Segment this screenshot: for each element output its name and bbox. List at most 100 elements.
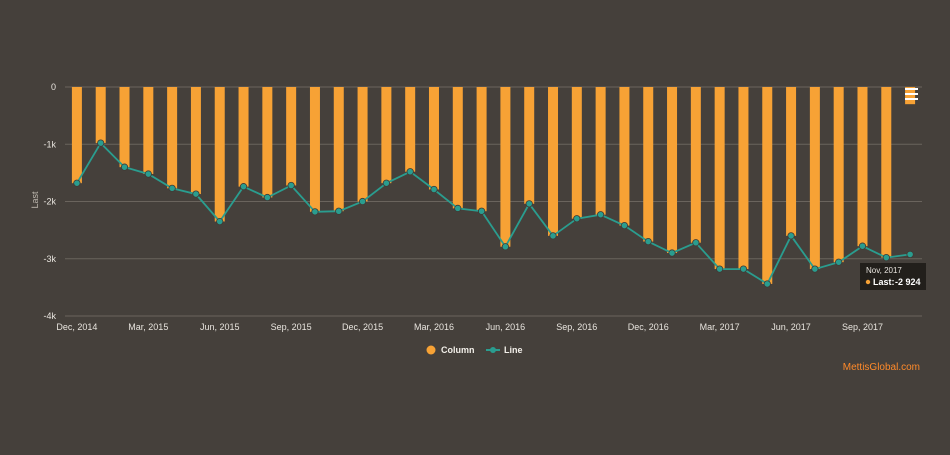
line-point-15[interactable]	[430, 185, 438, 194]
column-bar-0[interactable]	[71, 87, 82, 184]
column-bar-2[interactable]	[119, 87, 130, 168]
column-bar-25[interactable]	[667, 87, 678, 254]
tooltip-title: Nov, 2017	[866, 266, 902, 275]
column-bar-22[interactable]	[595, 87, 606, 215]
line-point-30[interactable]	[787, 232, 795, 240]
column-bar-35[interactable]	[905, 87, 916, 105]
line-point-16[interactable]	[454, 204, 462, 212]
line-point-4[interactable]	[168, 184, 176, 192]
line-point-33[interactable]	[858, 242, 867, 250]
tooltip-label: Last:	[873, 277, 895, 287]
credit-link[interactable]: MettisGlobal.com	[843, 362, 920, 373]
line-point-35[interactable]	[906, 250, 914, 258]
line-point-19[interactable]	[525, 200, 533, 208]
line-point-25[interactable]	[668, 249, 676, 257]
line-path	[76, 141, 911, 286]
column-bar-28[interactable]	[738, 87, 749, 270]
column-bar-12[interactable]	[357, 87, 368, 202]
x-tick-label-0: Dec, 2014	[56, 322, 97, 332]
column-bar-7[interactable]	[238, 87, 249, 187]
column-bar-3[interactable]	[143, 87, 154, 175]
x-tick-label-2: Jun, 2015	[200, 322, 240, 332]
column-bar-27[interactable]	[714, 87, 725, 270]
column-bar-32[interactable]	[833, 87, 844, 263]
x-tick-label-10: Jun, 2017	[771, 322, 811, 332]
x-tick-label-9: Mar, 2017	[700, 322, 740, 332]
column-bar-1[interactable]	[95, 87, 106, 144]
tooltip-marker	[865, 279, 871, 285]
column-bar-21[interactable]	[571, 87, 582, 219]
line-point-8[interactable]	[263, 193, 271, 202]
column-series[interactable]	[71, 87, 916, 284]
column-bar-29[interactable]	[762, 87, 773, 284]
column-bar-15[interactable]	[428, 87, 439, 190]
line-point-10[interactable]	[311, 208, 319, 216]
column-bar-14[interactable]	[405, 87, 416, 172]
line-point-27[interactable]	[716, 265, 724, 273]
line-point-3[interactable]	[144, 170, 152, 178]
line-point-0[interactable]	[73, 179, 81, 187]
y-axis: 0 -1k -2k -3k -4k	[43, 82, 56, 321]
y-tick-label-3: -3k	[43, 254, 56, 264]
column-bar-17[interactable]	[476, 87, 487, 212]
line-point-31[interactable]	[811, 265, 819, 273]
column-bar-26[interactable]	[690, 87, 701, 243]
column-bar-11[interactable]	[333, 87, 344, 212]
line-point-32[interactable]	[835, 258, 843, 266]
tooltip: Nov, 2017 Last: -2 924	[860, 263, 926, 290]
column-bar-34[interactable]	[881, 87, 892, 258]
legend-item-line[interactable]: Line	[486, 345, 523, 355]
line-point-6[interactable]	[216, 217, 224, 226]
y-tick-label-1: -1k	[43, 139, 56, 149]
column-bar-30[interactable]	[786, 87, 797, 236]
column-bar-16[interactable]	[452, 87, 463, 209]
line-point-18[interactable]	[501, 243, 510, 251]
line-point-14[interactable]	[406, 168, 414, 176]
legend-column-label: Column	[441, 345, 475, 355]
column-bar-19[interactable]	[524, 87, 535, 204]
y-axis-title: Last	[30, 191, 40, 209]
column-bar-31[interactable]	[809, 87, 820, 270]
line-point-20[interactable]	[549, 232, 557, 240]
column-bar-13[interactable]	[381, 87, 392, 184]
line-point-29[interactable]	[763, 280, 771, 288]
line-point-5[interactable]	[192, 190, 200, 198]
column-bar-23[interactable]	[619, 87, 630, 226]
x-tick-label-7: Sep, 2016	[556, 322, 597, 332]
legend: Column Line	[426, 345, 523, 355]
line-point-26[interactable]	[692, 239, 700, 247]
legend-item-column[interactable]: Column	[426, 345, 475, 355]
legend-line-marker	[490, 347, 496, 353]
line-point-9[interactable]	[287, 181, 295, 190]
tooltip-value: -2 924	[895, 277, 921, 287]
x-tick-label-4: Dec, 2015	[342, 322, 383, 332]
line-point-28[interactable]	[739, 265, 748, 273]
column-bar-24[interactable]	[643, 87, 654, 242]
column-bar-5[interactable]	[190, 87, 201, 195]
line-point-34[interactable]	[882, 254, 890, 262]
line-point-1[interactable]	[97, 139, 105, 147]
line-point-2[interactable]	[120, 163, 129, 171]
line-point-22[interactable]	[597, 211, 605, 219]
column-bar-18[interactable]	[500, 87, 511, 247]
hamburger-menu-icon[interactable]	[903, 86, 921, 102]
column-bar-9[interactable]	[286, 87, 297, 186]
line-series[interactable]	[73, 139, 914, 288]
line-point-12[interactable]	[358, 197, 367, 206]
column-bar-20[interactable]	[548, 87, 559, 236]
line-point-13[interactable]	[382, 179, 390, 187]
line-point-11[interactable]	[335, 207, 343, 215]
line-point-24[interactable]	[644, 237, 652, 246]
x-tick-label-6: Jun, 2016	[486, 322, 526, 332]
x-tick-label-5: Mar, 2016	[414, 322, 454, 332]
line-point-17[interactable]	[477, 207, 486, 215]
line-point-23[interactable]	[620, 221, 629, 230]
column-bar-33[interactable]	[857, 87, 868, 247]
line-point-7[interactable]	[239, 183, 248, 191]
column-bar-10[interactable]	[309, 87, 320, 212]
column-bar-6[interactable]	[214, 87, 225, 222]
line-point-21[interactable]	[573, 215, 581, 223]
column-bar-4[interactable]	[167, 87, 178, 189]
column-bar-8[interactable]	[262, 87, 273, 198]
